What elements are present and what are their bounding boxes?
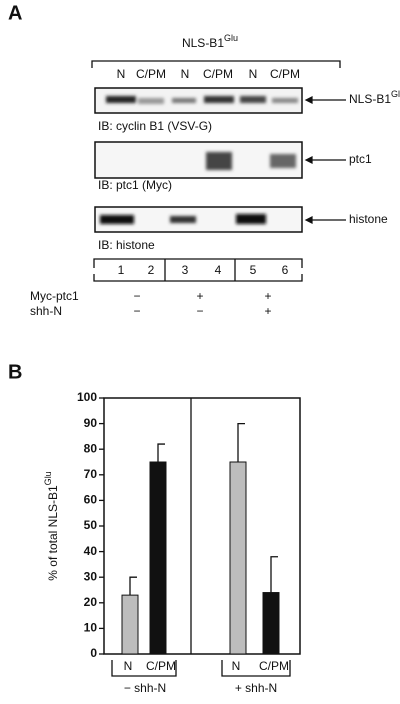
antibody-label: IB: cyclin B1 (VSV-G) <box>98 119 212 133</box>
bar <box>121 594 139 655</box>
x-tick-label: C/PM <box>146 659 176 673</box>
lane-label: C/PM <box>270 67 300 81</box>
lane-label: N <box>117 67 126 81</box>
blot-target: histone <box>349 212 388 226</box>
y-axis-label: % of total NLS-B1Glu <box>43 471 60 580</box>
bar <box>262 592 280 655</box>
bands <box>106 96 298 104</box>
blot-target-base: ptc1 <box>349 152 372 166</box>
arrow <box>304 96 346 104</box>
lane-label: N <box>181 67 190 81</box>
lane-number: 3 <box>182 263 189 277</box>
y-tick-label: 50 <box>84 518 98 532</box>
arrow <box>304 216 346 224</box>
lane-number: 4 <box>215 263 222 277</box>
condition-sign: + <box>264 289 271 303</box>
lane-bracket <box>93 258 303 282</box>
y-tick-label: 0 <box>90 646 97 660</box>
bands <box>100 214 266 224</box>
condition-sign: + <box>196 289 203 303</box>
panel-label: A <box>8 2 22 24</box>
condition-sign: − <box>133 304 140 318</box>
condition-sign: − <box>133 289 140 303</box>
error-bar <box>270 556 278 593</box>
condition-name: shh-N <box>30 304 62 318</box>
blot <box>94 141 303 179</box>
group-bracket <box>111 660 291 677</box>
error-bar <box>157 443 165 462</box>
y-tick-label: 100 <box>77 390 97 404</box>
error-bar <box>129 576 137 596</box>
group-label: + shh-N <box>235 681 277 695</box>
error-bar <box>237 422 245 462</box>
bands <box>206 152 296 170</box>
condition-sign: + <box>264 304 271 318</box>
lane-label: C/PM <box>136 67 166 81</box>
lane-number: 1 <box>118 263 125 277</box>
y-tick-label: 60 <box>84 493 98 507</box>
bar <box>229 461 247 655</box>
antibody-label: IB: ptc1 (Myc) <box>98 178 172 192</box>
blot <box>94 87 303 114</box>
bar <box>149 461 167 655</box>
header: NLS-B1Glu <box>182 33 238 50</box>
y-tick-label: 30 <box>84 569 98 583</box>
lane-number: 6 <box>282 263 289 277</box>
blot-target: NLS-B1Glu <box>349 89 400 106</box>
blot-target: ptc1 <box>349 152 372 166</box>
condition-sign: − <box>196 304 203 318</box>
group-label: − shh-N <box>124 681 166 695</box>
x-tick-label: C/PM <box>259 659 289 673</box>
antibody-label: IB: histone <box>98 238 155 252</box>
y-tick-label: 90 <box>84 416 98 430</box>
y-tick-label: 40 <box>84 544 98 558</box>
x-tick-label: N <box>124 659 133 673</box>
blot-target-sup: Glu <box>391 89 400 99</box>
panel-label: B <box>8 361 22 383</box>
y-tick-label: 80 <box>84 441 98 455</box>
x-tick-label: N <box>232 659 241 673</box>
y-tick-label: 20 <box>84 595 98 609</box>
blot-target-base: histone <box>349 212 388 226</box>
lane-number: 2 <box>148 263 155 277</box>
blot-target-base: NLS-B1 <box>349 92 391 106</box>
lane-label: N <box>249 67 258 81</box>
lane-number: 5 <box>250 263 257 277</box>
condition-name: Myc-ptc1 <box>30 289 79 303</box>
y-tick-label: 70 <box>84 467 98 481</box>
arrow <box>304 156 346 164</box>
y-tick-label: 10 <box>84 621 98 635</box>
bracket <box>91 60 341 68</box>
lane-label: C/PM <box>203 67 233 81</box>
